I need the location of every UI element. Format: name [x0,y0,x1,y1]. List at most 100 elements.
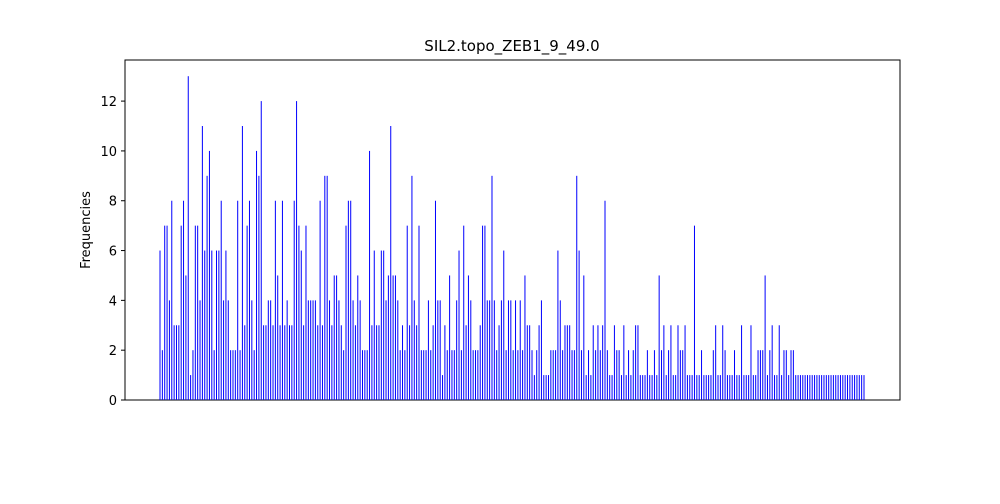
bar [764,275,766,400]
bar [788,375,790,400]
bar [609,375,611,400]
bar [832,375,834,400]
bar [199,300,201,400]
y-tick-label: 12 [100,95,117,110]
bar [724,350,726,400]
bar [543,375,545,400]
bar [378,325,380,400]
bar [211,250,213,400]
bar [851,375,853,400]
bar [623,325,625,400]
bar [246,225,248,400]
bar [839,375,841,400]
bar [597,325,599,400]
bar [503,250,505,400]
bar [837,375,839,400]
bar [201,126,203,400]
bar [748,375,750,400]
bar [781,375,783,400]
bar [420,350,422,400]
bar [863,375,865,400]
bar [540,300,542,400]
bar [361,350,363,400]
bar [387,275,389,400]
bar [531,350,533,400]
bar [771,325,773,400]
bar [326,175,328,400]
y-tick-label: 8 [109,195,117,210]
bar [745,375,747,400]
bar [524,275,526,400]
bar [701,350,703,400]
bar [324,175,326,400]
bar [159,250,161,400]
bar [613,325,615,400]
bar [512,350,514,400]
bar [752,375,754,400]
bar [496,350,498,400]
y-axis-label: Frequencies [79,191,94,269]
bar [310,300,312,400]
bar [595,350,597,400]
bar [281,200,283,400]
bar [175,325,177,400]
bar [376,325,378,400]
bar [818,375,820,400]
bar [343,350,345,400]
bar [394,275,396,400]
bar [317,325,319,400]
bar [682,350,684,400]
bar [305,225,307,400]
bar [550,350,552,400]
bar [635,325,637,400]
bar [602,325,604,400]
bar [741,325,743,400]
bar [710,375,712,400]
bar [359,300,361,400]
bar [402,325,404,400]
bar [705,375,707,400]
bar [354,325,356,400]
bar [783,350,785,400]
bar [630,375,632,400]
bar [300,250,302,400]
y-tick-label: 4 [109,294,117,309]
bar [576,175,578,400]
bar [270,300,272,400]
bar [397,300,399,400]
bar [679,350,681,400]
bar [585,375,587,400]
bar [847,375,849,400]
bar [804,375,806,400]
bar [244,325,246,400]
bar [277,275,279,400]
bar [286,300,288,400]
bar [743,375,745,400]
bar [463,225,465,400]
bar [265,325,267,400]
bar [352,300,354,400]
bar [734,350,736,400]
bar [409,325,411,400]
bar [583,275,585,400]
bar [675,375,677,400]
bar [340,325,342,400]
bar [757,350,759,400]
bar [639,375,641,400]
bar [592,325,594,400]
bar [213,350,215,400]
bar [795,375,797,400]
bar [505,350,507,400]
bar [178,325,180,400]
bar [312,300,314,400]
bar [750,325,752,400]
bar [399,350,401,400]
bar [241,126,243,400]
bar [253,350,255,400]
bar [628,350,630,400]
bar [369,150,371,400]
bar [726,375,728,400]
bar [729,375,731,400]
bar [333,275,335,400]
bar [774,375,776,400]
